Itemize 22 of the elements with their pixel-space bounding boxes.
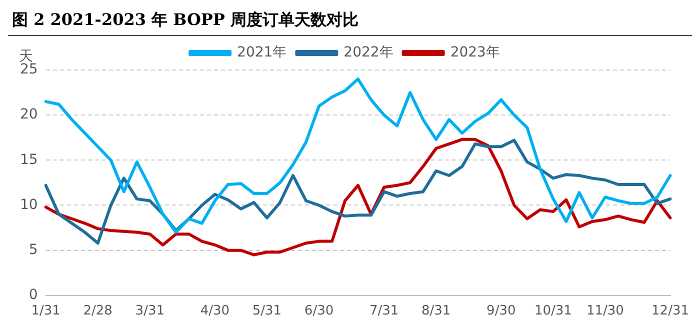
legend-label: 2021年	[237, 44, 287, 61]
legend-label: 2022年	[344, 44, 394, 61]
y-tick-label: 0	[28, 287, 38, 304]
y-tick-label: 5	[28, 242, 38, 258]
y-tick-label: 25	[20, 62, 38, 78]
x-tick-label: 3/31	[135, 304, 164, 319]
x-tick-label: 2/28	[83, 304, 112, 319]
legend-label: 2023年	[450, 44, 500, 61]
y-tick-label: 15	[20, 152, 38, 168]
x-tick-label: 11/30	[586, 304, 624, 319]
chart-title: 图 2 2021-2023 年 BOPP 周度订单天数对比	[8, 8, 692, 36]
x-tick-label: 5/31	[252, 304, 282, 319]
x-tick-label: 8/31	[421, 304, 451, 319]
y-tick-label: 20	[20, 106, 38, 123]
x-tick-label: 7/31	[369, 304, 399, 319]
y-tick-label: 10	[20, 196, 38, 213]
x-tick-label: 9/30	[486, 304, 516, 319]
x-tick-label: 10/31	[534, 304, 572, 319]
x-tick-label: 12/31	[652, 304, 689, 319]
x-tick-label: 1/31	[31, 304, 60, 319]
x-tick-label: 6/30	[304, 304, 334, 319]
x-tick-label: 4/30	[200, 304, 230, 319]
